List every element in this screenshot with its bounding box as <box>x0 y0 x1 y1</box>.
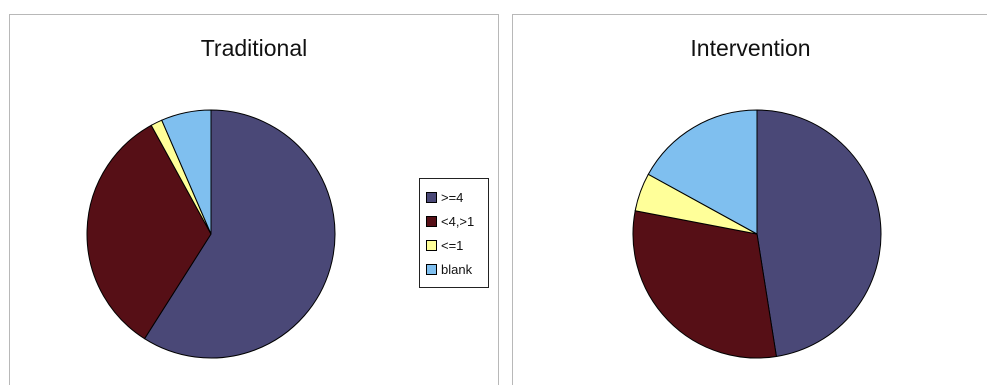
chart-legend: >=4 <4,>1 <=1 blank <box>419 178 489 288</box>
pie-slice-intervention-0 <box>756 109 882 358</box>
legend-item-4to1: <4,>1 <box>426 209 488 233</box>
chart-panel-intervention: Intervention <box>512 14 987 385</box>
legend-swatch <box>426 215 437 227</box>
chart-title-traditional: Traditional <box>200 35 308 61</box>
legend-item-blank: blank <box>426 257 488 281</box>
pie-slice-intervention-3 <box>647 109 758 235</box>
pie-slice-intervention-1 <box>632 210 777 359</box>
legend-swatch <box>426 191 437 203</box>
legend-label: <4,>1 <box>441 213 475 229</box>
legend-item-ge4: >=4 <box>426 185 488 209</box>
legend-swatch <box>426 239 437 251</box>
legend-item-le1: <=1 <box>426 233 488 257</box>
pie-slice-traditional-1 <box>86 124 212 340</box>
chart-panel-traditional: Traditional <box>9 14 499 385</box>
legend-label: blank <box>441 261 473 277</box>
legend-swatch <box>426 263 437 275</box>
pie-slice-traditional-0 <box>143 109 336 359</box>
chart-title-intervention: Intervention <box>690 35 811 61</box>
pie-slice-traditional-3 <box>161 109 212 235</box>
legend-label: >=4 <box>441 189 464 205</box>
legend-label: <=1 <box>441 237 464 253</box>
